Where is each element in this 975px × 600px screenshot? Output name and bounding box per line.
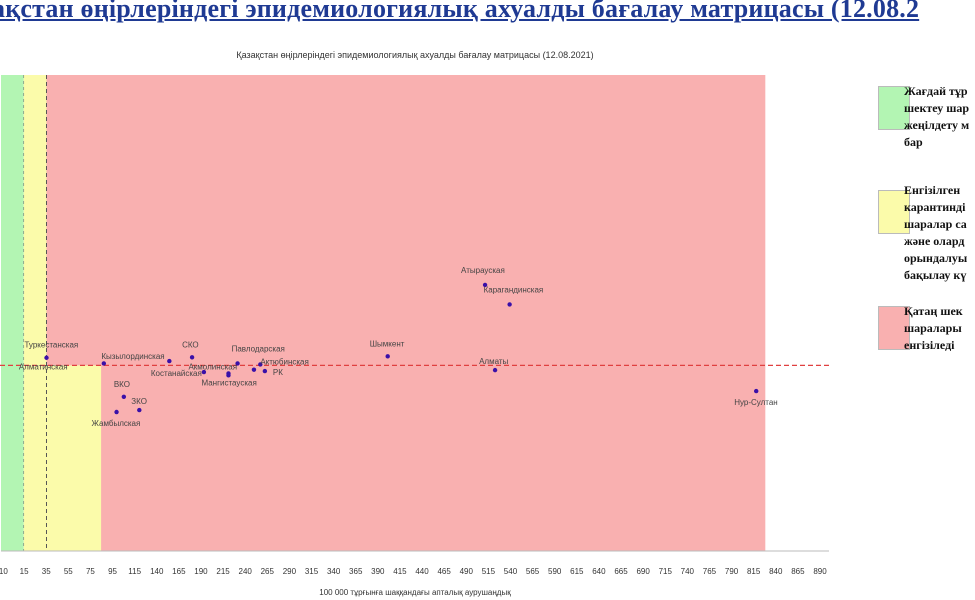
point-label: Павлодарская [232, 344, 285, 353]
x-tick-label: 340 [327, 567, 341, 576]
point-label: Атырауская [461, 266, 505, 275]
data-point [507, 302, 512, 307]
legend-text-green: Жағдай тұр шектеу шар жеңілдету м бар [904, 84, 970, 149]
x-tick-label: 740 [681, 567, 695, 576]
x-tick-label: 55 [64, 567, 73, 576]
x-tick-label: 640 [592, 567, 606, 576]
x-tick-label: 115 [128, 567, 141, 576]
x-tick-label: 75 [86, 567, 95, 576]
data-point [482, 282, 488, 288]
x-tick-label: 140 [150, 567, 164, 576]
point-label: ВКО [114, 380, 130, 389]
x-tick-label: 190 [194, 567, 208, 576]
x-tick-label: 615 [570, 567, 584, 576]
point-label: Алматы [479, 357, 508, 366]
x-tick-label: 215 [216, 567, 230, 576]
x-tick-label: 840 [769, 567, 783, 576]
point-label: Нур-Султан [734, 398, 778, 407]
x-tick-label: 690 [636, 567, 650, 576]
point-label: Карагандинская [484, 285, 544, 294]
legend-text-red: Қатаң шек шаралары енгізіледі [904, 304, 963, 352]
x-tick-label: 865 [791, 567, 805, 576]
x-tick-label: 265 [261, 567, 275, 576]
data-point [385, 354, 390, 359]
x-tick-label: 315 [305, 567, 319, 576]
legend-swatch-red [878, 306, 910, 350]
point-label: ЗКО [131, 397, 147, 406]
data-point [262, 368, 268, 374]
x-tick-label: 165 [172, 567, 186, 576]
zone-green [1, 75, 24, 551]
x-tick-label: 665 [614, 567, 628, 576]
point-label: Алматинская [19, 362, 68, 371]
point-label: СКО [182, 340, 199, 349]
point-label: РК [273, 368, 283, 377]
data-point [101, 361, 107, 366]
x-tick-label: 590 [548, 567, 562, 576]
x-tick-label: 35 [42, 567, 51, 576]
point-label: Костанайская [151, 369, 202, 378]
x-tick-label: -10 [0, 567, 8, 576]
x-tick-label: 540 [504, 567, 518, 576]
point-label: Мангистауская [201, 378, 256, 387]
legend-swatch-yellow [878, 190, 910, 234]
data-point [226, 373, 231, 378]
point-label: Шымкент [370, 339, 405, 348]
x-tick-label: 365 [349, 567, 363, 576]
x-tick-label: 415 [393, 567, 407, 576]
x-tick-label: 465 [437, 567, 451, 576]
zone-yellow [23, 75, 47, 551]
data-point [492, 367, 498, 373]
x-tick-label: 815 [747, 567, 761, 576]
data-point [754, 388, 759, 394]
x-tick-label: 890 [813, 567, 827, 576]
x-tick-label: 95 [108, 567, 117, 576]
legend-swatch-green [878, 86, 910, 130]
chart-title: Қазақстан өңірлеріндегі эпидемиологиялық… [236, 50, 594, 60]
data-point [114, 409, 119, 415]
x-tick-label: 515 [482, 567, 496, 576]
x-tick-label: 715 [659, 567, 673, 576]
point-label: Акмолинская [188, 362, 237, 371]
x-tick-label: 440 [415, 567, 429, 576]
x-tick-label: 790 [725, 567, 739, 576]
point-label: Кызылординская [101, 352, 164, 361]
point-label: Туркестанская [24, 341, 78, 350]
x-tick-label: 240 [239, 567, 253, 576]
x-axis-title: 100 000 тұрғынға шаққандағы апталық ауру… [319, 588, 511, 597]
data-point [201, 369, 207, 375]
data-point [235, 361, 240, 366]
zone-yellow-lower [46, 365, 102, 551]
zone-red [46, 75, 766, 551]
x-tick-label: 490 [460, 567, 474, 576]
data-point [167, 358, 172, 364]
slide-title: ақстан өңірлеріндегі эпидемиологиялық ах… [0, 0, 920, 23]
x-tick-label: 765 [703, 567, 717, 576]
point-label: Актюбинская [260, 357, 309, 366]
x-tick-label: 15 [20, 567, 29, 576]
data-point [121, 394, 127, 399]
point-label: Жамбылская [92, 419, 141, 428]
scatter-chart: -10 15 35 55 75 95 115 140 165 190 215 240 265 290 315… [0, 75, 830, 576]
x-tick-label: 390 [371, 567, 385, 576]
data-point [251, 367, 257, 372]
legend-text-yellow: Енгізілген карантинді шаралар са және ол… [904, 183, 968, 282]
x-tick-label: 290 [283, 567, 297, 576]
data-point [44, 355, 49, 360]
data-point [258, 362, 263, 367]
data-point [137, 407, 142, 413]
data-point [189, 355, 195, 360]
x-tick-label: 565 [526, 567, 540, 576]
